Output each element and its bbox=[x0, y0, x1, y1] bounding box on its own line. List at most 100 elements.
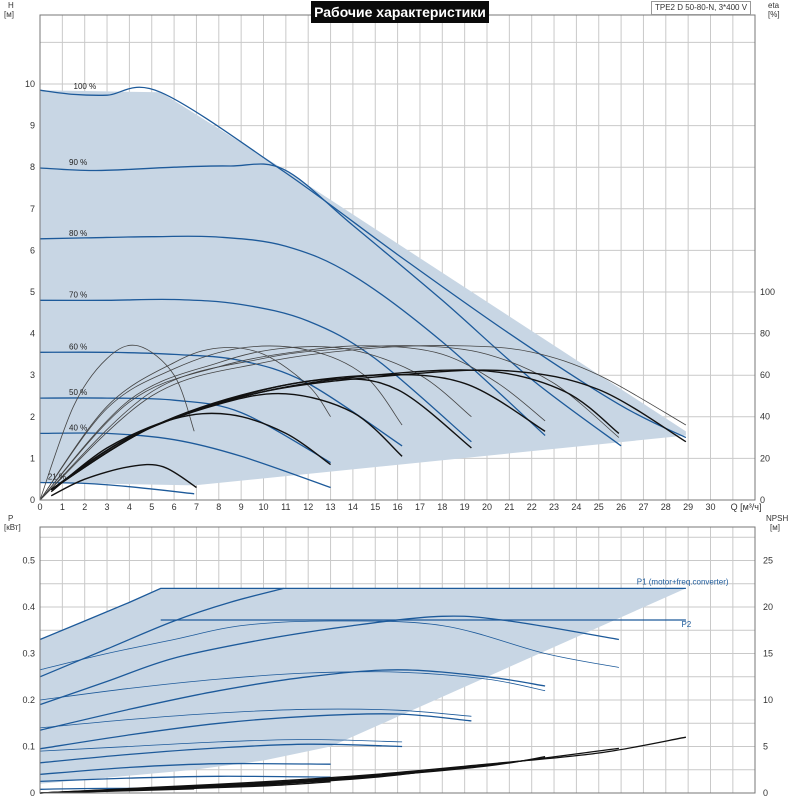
eta-tick-label: 20 bbox=[760, 453, 770, 463]
eta-curve bbox=[50, 412, 331, 493]
x-tick-label: 1 bbox=[60, 502, 65, 512]
p-tick-label: 0.5 bbox=[22, 556, 35, 566]
curve-label: 40 % bbox=[69, 423, 87, 432]
p2-label: P2 bbox=[681, 620, 691, 629]
h-tick-label: 10 bbox=[25, 79, 35, 89]
npsh-curve bbox=[39, 788, 195, 794]
x-axis-label: Q [м³/ч] bbox=[731, 502, 762, 512]
x-tick-label: 15 bbox=[370, 502, 380, 512]
qh-curve bbox=[39, 235, 546, 436]
curve-label: 80 % bbox=[69, 229, 87, 238]
eta-axis-label: eta bbox=[768, 1, 780, 10]
h-tick-label: 5 bbox=[30, 287, 35, 297]
h-tick-label: 9 bbox=[30, 121, 35, 131]
bottom-envelope bbox=[40, 588, 686, 784]
x-tick-label: 10 bbox=[258, 502, 268, 512]
eta-tick-label: 100 bbox=[760, 287, 775, 297]
eta-axis-unit: [%] bbox=[768, 10, 780, 19]
x-tick-label: 3 bbox=[105, 502, 110, 512]
page-title: Рабочие характеристики bbox=[311, 1, 489, 23]
eta-curve bbox=[39, 345, 620, 501]
h-tick-label: 6 bbox=[30, 245, 35, 255]
eta-curve bbox=[39, 344, 195, 501]
curve-label: 60 % bbox=[69, 342, 87, 351]
npsh-tick-label: 0 bbox=[763, 788, 768, 798]
qh-curve bbox=[39, 163, 622, 447]
x-tick-label: 7 bbox=[194, 502, 199, 512]
p-axis-unit: [кВт] bbox=[4, 523, 21, 532]
power-curve bbox=[39, 669, 546, 731]
x-tick-label: 11 bbox=[281, 502, 290, 512]
eta-curve bbox=[39, 347, 331, 501]
npsh-axis-unit: [м] bbox=[770, 523, 780, 532]
x-tick-label: 6 bbox=[172, 502, 177, 512]
x-tick-label: 22 bbox=[527, 502, 537, 512]
envelope-areas bbox=[40, 90, 686, 784]
power-curve bbox=[39, 713, 472, 750]
power-curve bbox=[39, 762, 331, 776]
curve-label: 50 % bbox=[69, 388, 87, 397]
qh-curve bbox=[39, 298, 472, 443]
x-tick-label: 28 bbox=[661, 502, 671, 512]
p-tick-label: 0 bbox=[30, 788, 35, 798]
power-curve-p2 bbox=[39, 708, 472, 729]
npsh-tick-label: 20 bbox=[763, 602, 773, 612]
x-tick-label: 23 bbox=[549, 502, 559, 512]
power-curve bbox=[39, 743, 403, 764]
curve-label: 90 % bbox=[69, 158, 87, 167]
x-tick-label: 12 bbox=[303, 502, 313, 512]
x-tick-label: 25 bbox=[594, 502, 604, 512]
x-tick-label: 21 bbox=[504, 502, 514, 512]
eta-curve bbox=[50, 369, 687, 491]
power-curve-p2 bbox=[39, 620, 619, 671]
x-tick-label: 13 bbox=[326, 502, 336, 512]
x-tick-label: 2 bbox=[82, 502, 87, 512]
npsh-tick-label: 15 bbox=[763, 649, 773, 659]
p-tick-label: 0.2 bbox=[22, 695, 35, 705]
x-tick-label: 5 bbox=[149, 502, 154, 512]
x-tick-label: 20 bbox=[482, 502, 492, 512]
h-axis-unit: [м] bbox=[4, 10, 14, 19]
h-tick-label: 7 bbox=[30, 204, 35, 214]
x-tick-label: 19 bbox=[460, 502, 470, 512]
qh-curve bbox=[39, 86, 687, 439]
h-tick-label: 8 bbox=[30, 162, 35, 172]
x-tick-label: 27 bbox=[638, 502, 648, 512]
p-axis-label: P bbox=[8, 514, 13, 523]
p1-label: P1 (motor+freq.converter) bbox=[637, 577, 729, 586]
p-tick-label: 0.4 bbox=[22, 602, 35, 612]
x-tick-label: 18 bbox=[437, 502, 447, 512]
x-tick-label: 0 bbox=[37, 502, 42, 512]
p1-curve bbox=[39, 587, 686, 641]
x-tick-label: 29 bbox=[683, 502, 693, 512]
qh-curve bbox=[39, 397, 331, 464]
h-tick-label: 3 bbox=[30, 370, 35, 380]
npsh-tick-label: 5 bbox=[763, 742, 768, 752]
eta-tick-label: 60 bbox=[760, 370, 770, 380]
h-tick-label: 2 bbox=[30, 412, 35, 422]
x-tick-label: 16 bbox=[393, 502, 403, 512]
power-curve-p2 bbox=[39, 739, 403, 752]
h-axis-label: H bbox=[8, 1, 14, 10]
h-tick-label: 4 bbox=[30, 329, 35, 339]
curve-label: 100 % bbox=[74, 82, 97, 91]
x-tick-label: 26 bbox=[616, 502, 626, 512]
eta-curve bbox=[39, 345, 546, 501]
curve-label: 70 % bbox=[69, 290, 87, 299]
x-tick-label: 4 bbox=[127, 502, 132, 512]
npsh-tick-label: 10 bbox=[763, 695, 773, 705]
p-tick-label: 0.3 bbox=[22, 649, 35, 659]
eta-tick-label: 40 bbox=[760, 412, 770, 422]
eta-tick-label: 0 bbox=[760, 495, 765, 505]
power-curve bbox=[39, 775, 331, 783]
tick-labels: 100 % 90 % 80 % 70 % 60 % 50 % 40 % 21 % P1 (mot… bbox=[4, 1, 788, 798]
x-tick-label: 8 bbox=[216, 502, 221, 512]
power-curve-p2 bbox=[39, 671, 546, 701]
eta-curve bbox=[39, 345, 687, 501]
h-tick-label: 0 bbox=[30, 495, 35, 505]
curves bbox=[39, 86, 687, 794]
curve-label: 21 % bbox=[48, 473, 66, 482]
npsh-axis-label: NPSH bbox=[766, 514, 788, 523]
x-tick-label: 17 bbox=[415, 502, 425, 512]
